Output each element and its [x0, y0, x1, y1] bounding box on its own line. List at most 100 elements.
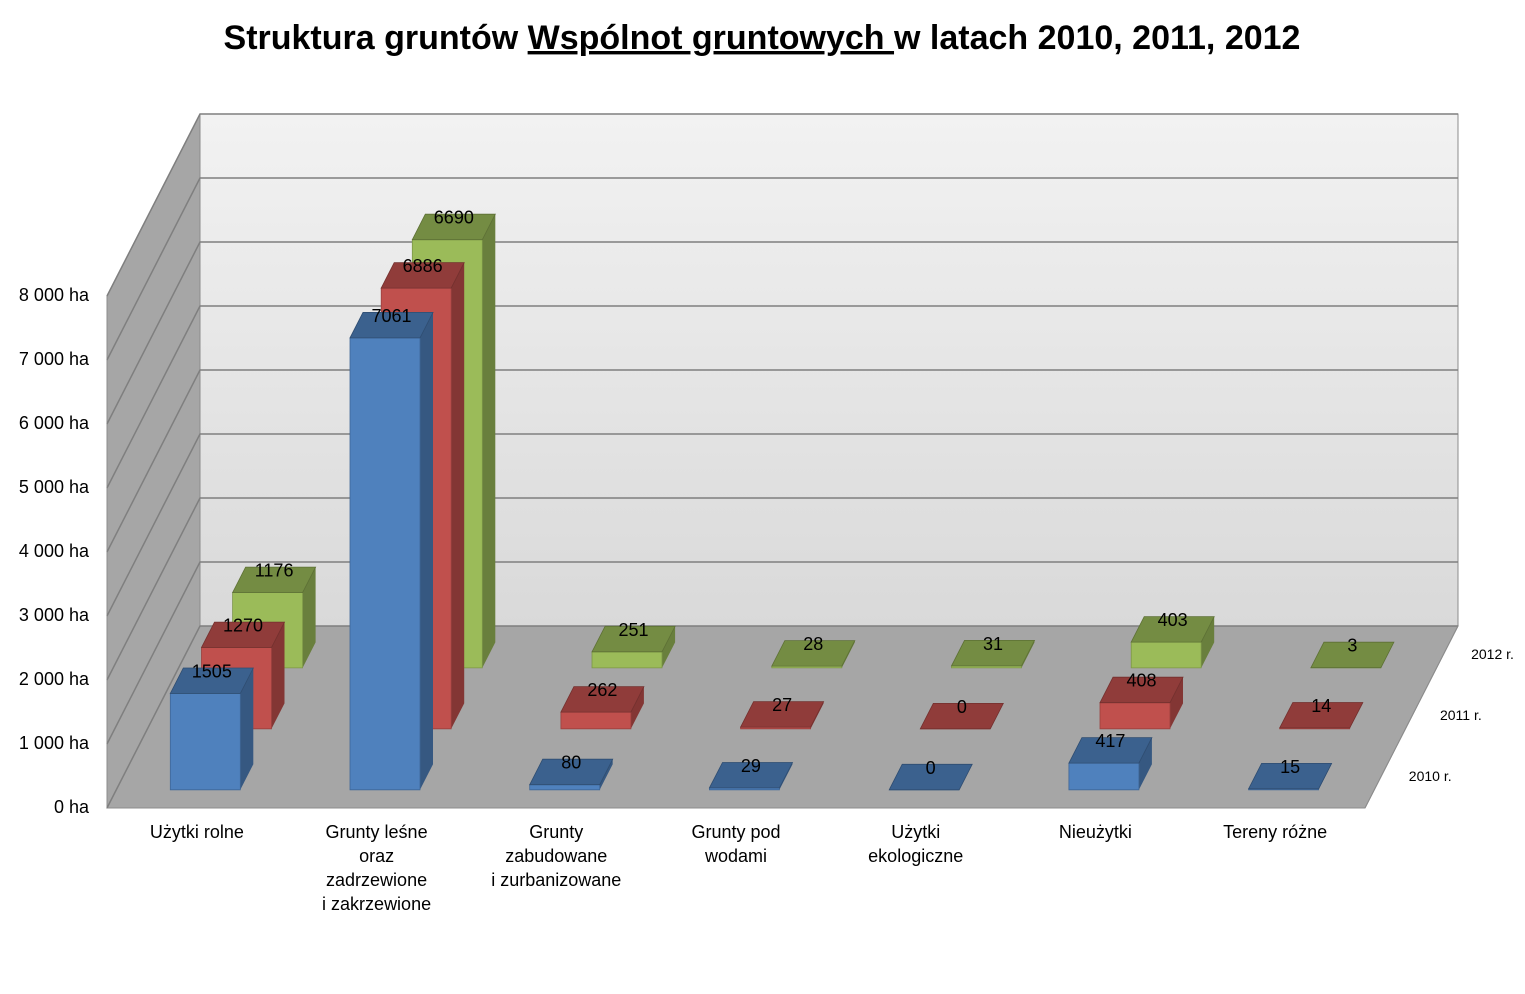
- x-tick-line: zadrzewione: [326, 870, 427, 890]
- y-tick-label: 3 000 ha: [19, 605, 90, 625]
- data-label: 262: [587, 680, 617, 700]
- bar-front: [1099, 702, 1171, 730]
- bar-front: [591, 651, 663, 669]
- x-tick-line: ekologiczne: [868, 846, 963, 866]
- bar-top: [1310, 641, 1395, 669]
- data-label: 1505: [192, 661, 232, 681]
- x-tick-label: Grunty pod wodami: [691, 822, 780, 866]
- y-tick-label: 2 000 ha: [19, 669, 90, 689]
- y-tick-label: 8 000 ha: [19, 285, 90, 305]
- bar-side: [451, 262, 465, 729]
- bar-side: [302, 567, 316, 668]
- data-label: 6690: [434, 208, 474, 228]
- bar-top: [1099, 676, 1184, 704]
- grid-line: [106, 433, 1458, 617]
- bar-top: [771, 640, 856, 667]
- bar: [950, 640, 1036, 669]
- depth-axis: [1364, 625, 1459, 809]
- bar-top: [169, 667, 254, 694]
- title-part: Wspólnot gruntowych: [528, 19, 894, 57]
- data-label: 408: [1127, 671, 1157, 691]
- bar-side: [599, 759, 613, 790]
- x-tick-line: Użytki rolne: [150, 822, 244, 842]
- data-label: 251: [619, 620, 649, 640]
- data-label: 3: [1347, 636, 1357, 656]
- bar-top: [919, 703, 1004, 730]
- data-label: 7061: [372, 306, 412, 326]
- bar: [708, 762, 794, 791]
- bar-top: [888, 763, 973, 791]
- bar-side: [1201, 616, 1215, 668]
- bar-side: [1170, 677, 1183, 729]
- bar: [1099, 676, 1184, 730]
- bar-top: [591, 625, 676, 653]
- data-label: 1176: [255, 561, 294, 581]
- bar: [739, 701, 825, 730]
- bar-top: [739, 701, 825, 728]
- title-part: Struktura gruntów: [224, 19, 528, 57]
- bar-top: [1279, 702, 1364, 729]
- bar-front: [529, 784, 601, 791]
- data-label: 0: [926, 758, 936, 778]
- bar-top: [529, 758, 614, 786]
- grid-line: [106, 369, 1458, 553]
- grid-line: [106, 625, 1458, 809]
- bar: [1247, 763, 1333, 791]
- data-label: 80: [561, 753, 581, 773]
- bar-side: [630, 686, 644, 729]
- y-tick-label: 4 000 ha: [19, 541, 90, 561]
- bar-top: [380, 262, 465, 289]
- x-tick-label: Tereny różne: [1223, 822, 1327, 842]
- x-tick-line: Tereny różne: [1223, 822, 1327, 842]
- chart-title: Struktura gruntów Wspólnot gruntowych w …: [224, 19, 1301, 57]
- x-tick-label: Grunty leśne oraz zadrzewione i zakrzewione: [322, 822, 431, 914]
- bar-top: [560, 686, 645, 713]
- data-label: 27: [772, 695, 792, 715]
- bar: [1068, 737, 1153, 791]
- x-tick-line: i zurbanizowane: [491, 870, 621, 890]
- x-tick-line: wodami: [704, 846, 767, 866]
- y-tick-label: 6 000 ha: [19, 413, 90, 433]
- bar-top: [411, 213, 496, 241]
- legend-label: 2011 r.: [1440, 707, 1482, 723]
- bar-top: [950, 640, 1036, 667]
- data-label: 15: [1280, 757, 1300, 777]
- data-label: 31: [983, 634, 1003, 654]
- bar-top: [231, 566, 317, 593]
- bar: [771, 640, 856, 669]
- data-label: 417: [1095, 731, 1125, 751]
- legend-label: 2010 r.: [1409, 768, 1452, 784]
- data-label: 6886: [403, 256, 443, 276]
- x-tick-line: Grunty pod: [691, 822, 780, 842]
- y-tick-label: 5 000 ha: [19, 477, 90, 497]
- x-tick-line: zabudowane: [505, 846, 607, 866]
- bar-front: [1130, 641, 1202, 669]
- data-label: 28: [803, 634, 823, 654]
- x-tick-line: Nieużytki: [1059, 822, 1132, 842]
- data-label: 0: [957, 697, 967, 717]
- x-tick-line: Użytki: [891, 822, 940, 842]
- bar: [591, 625, 676, 669]
- bar-front: [349, 337, 421, 791]
- bar: [560, 686, 645, 730]
- bar-side: [482, 214, 496, 668]
- data-label: 29: [741, 756, 761, 776]
- bar-side: [1138, 737, 1152, 790]
- bar-top: [200, 621, 286, 648]
- x-tick-line: Grunty leśne: [326, 822, 428, 842]
- bar: [888, 763, 973, 791]
- grid-line: [106, 177, 1458, 361]
- legend-label: 2012 r.: [1471, 646, 1514, 662]
- bar: [1130, 616, 1215, 669]
- bar: [349, 311, 434, 791]
- bar-front: [560, 711, 632, 730]
- bar-front: [1068, 762, 1140, 791]
- bar-front: [169, 693, 241, 791]
- bar-top: [349, 311, 434, 339]
- bar: [919, 703, 1004, 730]
- x-tick-label: Użytki rolne: [150, 822, 244, 842]
- x-tick-line: oraz: [359, 846, 394, 866]
- data-label: 14: [1311, 696, 1331, 716]
- x-tick-line: Grunty: [529, 822, 583, 842]
- y-tick-label: 7 000 ha: [19, 349, 90, 369]
